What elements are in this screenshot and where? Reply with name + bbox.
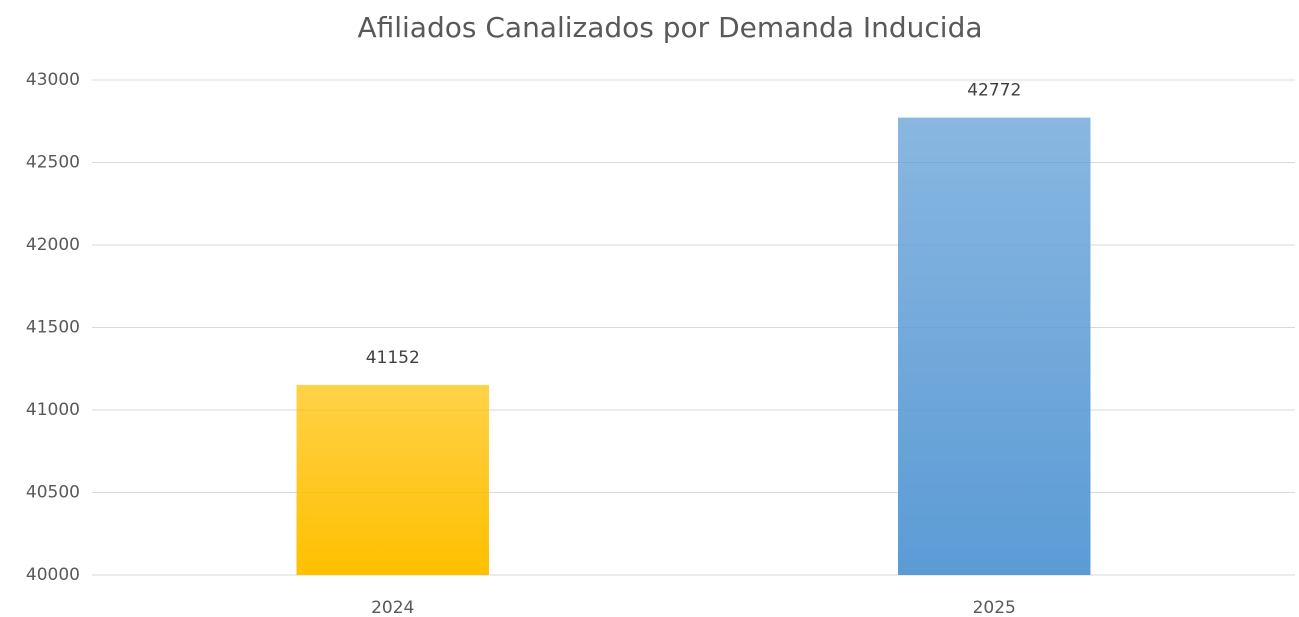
y-tick-label: 40000	[26, 565, 80, 585]
y-tick-label: 41500	[26, 318, 80, 338]
y-tick-label: 42500	[26, 153, 80, 173]
y-tick-label: 42000	[26, 235, 80, 255]
data-label: 41152	[366, 348, 420, 368]
y-tick-label: 40500	[26, 483, 80, 503]
x-tick-label: 2025	[973, 598, 1016, 617]
x-tick-label: 2024	[371, 598, 414, 617]
bar	[296, 384, 489, 575]
data-label: 42772	[967, 81, 1021, 101]
chart-title: Afiliados Canalizados por Demanda Induci…	[357, 11, 982, 44]
y-tick-label: 43000	[26, 70, 80, 90]
y-tick-label: 41000	[26, 400, 80, 420]
bar	[898, 117, 1091, 576]
